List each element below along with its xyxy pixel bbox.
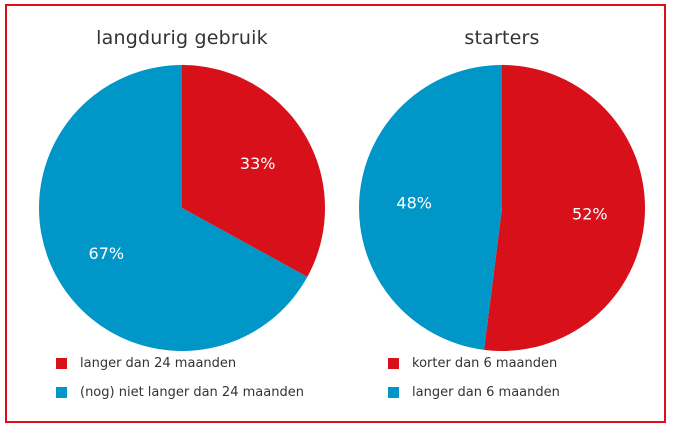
slice-data-label: 33%	[240, 154, 276, 173]
legend-item: langer dan 6 maanden	[388, 384, 560, 400]
chart-title: langdurig gebruik	[96, 27, 268, 49]
legend-swatch-red	[56, 357, 67, 369]
legend: korter dan 6 maanden langer dan 6 maande…	[388, 355, 560, 413]
pie-svg: 52% 48%	[359, 65, 646, 351]
legend: langer dan 24 maanden (nog) niet langer …	[56, 355, 304, 413]
slice-data-label: 52%	[572, 205, 608, 224]
chart-frame	[5, 4, 666, 423]
pie-slice	[359, 65, 502, 350]
pie-slice	[38, 64, 308, 351]
legend-item: langer dan 24 maanden	[56, 355, 304, 371]
legend-label: langer dan 6 maanden	[412, 384, 560, 400]
pie-slice	[484, 65, 646, 351]
chart-title: starters	[464, 27, 540, 49]
legend-label: korter dan 6 maanden	[412, 355, 558, 371]
slice-data-label: 67%	[89, 244, 125, 263]
legend-swatch-blue	[56, 386, 67, 398]
pie-chart-langdurig-gebruik: langdurig gebruik 33% 67% langer dan 24 m…	[22, 0, 342, 429]
legend-label: (nog) niet langer dan 24 maanden	[80, 384, 304, 400]
legend-item: korter dan 6 maanden	[388, 355, 560, 371]
pie-svg: 33% 67%	[38, 64, 325, 351]
legend-swatch-red	[388, 357, 399, 369]
pie-slice	[182, 65, 325, 277]
legend-swatch-blue	[388, 386, 399, 398]
legend-item: (nog) niet langer dan 24 maanden	[56, 384, 304, 400]
pie-chart-starters: starters 52% 48% korter dan 6 maanden lan…	[342, 0, 662, 429]
slice-data-label: 48%	[396, 194, 432, 213]
legend-label: langer dan 24 maanden	[80, 355, 237, 371]
